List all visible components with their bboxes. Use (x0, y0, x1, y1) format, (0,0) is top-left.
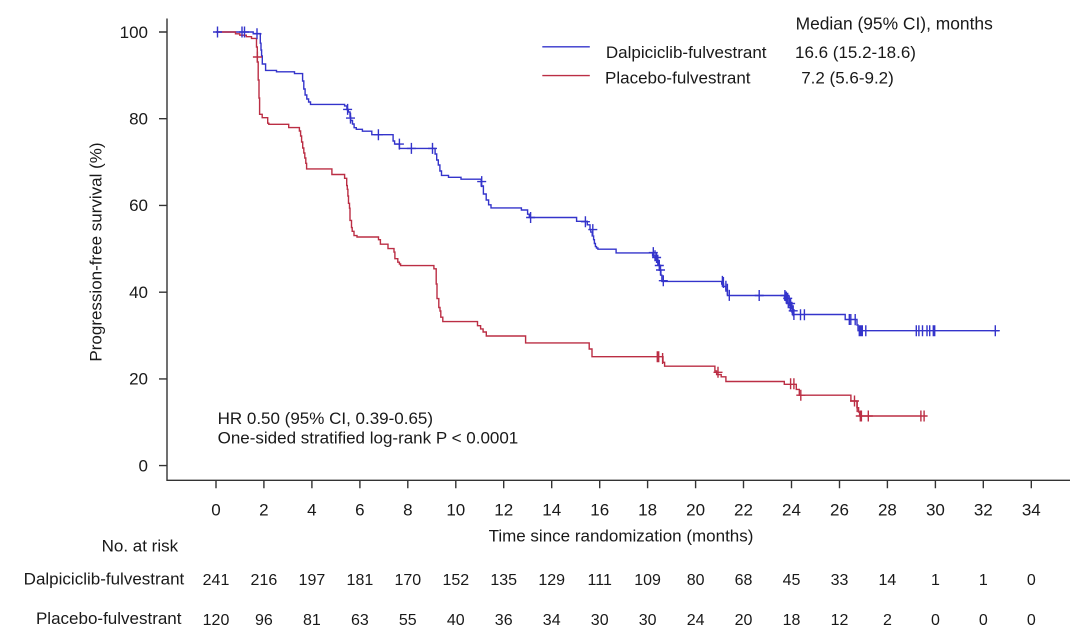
svg-text:14: 14 (542, 501, 561, 520)
svg-text:63: 63 (351, 612, 369, 629)
svg-text:81: 81 (303, 612, 321, 629)
svg-text:2: 2 (883, 612, 892, 629)
svg-text:30: 30 (591, 612, 609, 629)
svg-text:20: 20 (686, 501, 705, 520)
svg-text:55: 55 (399, 612, 417, 629)
svg-text:181: 181 (347, 572, 374, 589)
svg-text:0: 0 (931, 612, 940, 629)
svg-text:100: 100 (120, 23, 148, 42)
svg-text:80: 80 (687, 572, 705, 589)
svg-text:22: 22 (734, 501, 753, 520)
svg-text:2: 2 (259, 501, 268, 520)
svg-text:68: 68 (735, 572, 753, 589)
svg-text:4: 4 (307, 501, 316, 520)
svg-text:6: 6 (355, 501, 364, 520)
svg-text:Time since randomization (mont: Time since randomization (months) (489, 527, 754, 546)
svg-text:HR 0.50 (95% CI, 0.39-0.65): HR 0.50 (95% CI, 0.39-0.65) (218, 409, 433, 428)
svg-text:0: 0 (1027, 612, 1036, 629)
svg-text:216: 216 (251, 572, 278, 589)
svg-text:1: 1 (931, 572, 940, 589)
svg-text:Dalpiciclib-fulvestrant: Dalpiciclib-fulvestrant (606, 43, 767, 62)
svg-text:12: 12 (494, 501, 513, 520)
svg-text:Progression-free survival (%): Progression-free survival (%) (87, 142, 106, 361)
svg-text:170: 170 (394, 572, 421, 589)
svg-text:18: 18 (638, 501, 657, 520)
svg-text:241: 241 (203, 572, 230, 589)
svg-text:26: 26 (830, 501, 849, 520)
svg-text:40: 40 (129, 283, 148, 302)
svg-text:120: 120 (203, 612, 230, 629)
svg-text:10: 10 (446, 501, 465, 520)
svg-text:No. at risk: No. at risk (102, 537, 179, 556)
svg-text:16: 16 (590, 501, 609, 520)
svg-text:36: 36 (495, 612, 513, 629)
svg-text:109: 109 (634, 572, 661, 589)
svg-text:0: 0 (139, 456, 148, 475)
svg-text:8: 8 (403, 501, 412, 520)
svg-text:20: 20 (735, 612, 753, 629)
svg-text:12: 12 (831, 612, 849, 629)
svg-text:0: 0 (211, 501, 220, 520)
svg-text:7.2 (5.6-9.2): 7.2 (5.6-9.2) (801, 69, 894, 88)
svg-text:14: 14 (879, 572, 897, 589)
svg-text:Placebo-fulvestrant: Placebo-fulvestrant (605, 69, 751, 88)
svg-text:28: 28 (878, 501, 897, 520)
svg-text:0: 0 (1027, 572, 1036, 589)
svg-text:1: 1 (979, 572, 988, 589)
svg-text:18: 18 (783, 612, 801, 629)
svg-text:20: 20 (129, 370, 148, 389)
svg-text:34: 34 (543, 612, 561, 629)
svg-text:Median (95% CI), months: Median (95% CI), months (796, 14, 993, 34)
svg-text:24: 24 (782, 501, 801, 520)
svg-text:34: 34 (1022, 501, 1041, 520)
svg-text:45: 45 (783, 572, 801, 589)
svg-text:197: 197 (299, 572, 326, 589)
svg-text:152: 152 (442, 572, 469, 589)
svg-text:30: 30 (926, 501, 945, 520)
svg-text:30: 30 (639, 612, 657, 629)
svg-text:24: 24 (687, 612, 705, 629)
svg-text:80: 80 (129, 110, 148, 129)
svg-text:16.6 (15.2-18.6): 16.6 (15.2-18.6) (795, 43, 916, 62)
svg-text:33: 33 (831, 572, 849, 589)
svg-text:129: 129 (538, 572, 565, 589)
svg-text:60: 60 (129, 196, 148, 215)
svg-text:96: 96 (255, 612, 273, 629)
svg-text:One-sided stratified log-rank: One-sided stratified log-rank P < 0.0001 (218, 429, 519, 448)
svg-text:0: 0 (979, 612, 988, 629)
svg-text:Dalpiciclib-fulvestrant: Dalpiciclib-fulvestrant (24, 569, 185, 588)
svg-text:135: 135 (490, 572, 517, 589)
svg-text:32: 32 (974, 501, 993, 520)
svg-text:Placebo-fulvestrant: Placebo-fulvestrant (36, 609, 182, 628)
svg-text:40: 40 (447, 612, 465, 629)
svg-text:111: 111 (588, 572, 612, 589)
